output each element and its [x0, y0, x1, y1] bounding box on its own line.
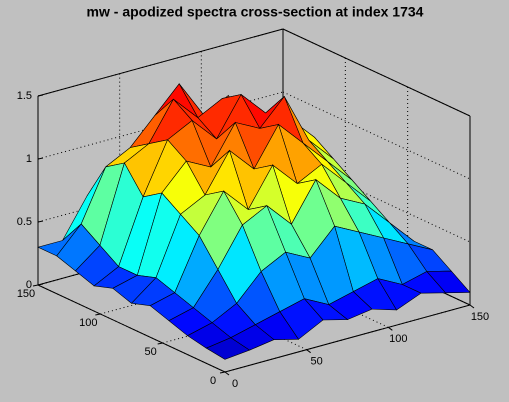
z-tick-label: 0: [26, 279, 32, 291]
x-tick: [224, 371, 230, 376]
surface-cell: [205, 337, 251, 360]
y-tick-label: 100: [79, 317, 97, 329]
z-tick: [37, 94, 44, 97]
y-tick: [157, 342, 163, 345]
x-tick: [388, 326, 393, 331]
x-tick-label: 50: [311, 356, 323, 368]
z-tick-label: 1: [26, 153, 32, 165]
y-tick-label: 150: [17, 288, 35, 300]
x-axis-line: [224, 304, 471, 373]
y-tick: [32, 284, 39, 287]
y-tick: [219, 371, 226, 374]
chart-title: mw - apodized spectra cross-section at i…: [87, 4, 424, 20]
y-tick: [95, 313, 101, 316]
x-tick-label: 0: [232, 378, 238, 390]
x-tick-label: 150: [471, 311, 489, 323]
axis-box-edge: [282, 28, 471, 117]
z-tick-label: 0.5: [17, 216, 32, 228]
y-tick-label: 50: [145, 346, 157, 358]
axis-box-edge: [37, 28, 284, 97]
x-tick-label: 100: [389, 333, 407, 345]
z-tick: [37, 220, 44, 223]
y-tick-label: 0: [210, 375, 216, 387]
z-tick: [37, 283, 44, 286]
y-axis-line: [37, 284, 226, 373]
x-tick: [469, 304, 475, 309]
x-tick: [306, 349, 311, 354]
z-tick: [37, 157, 44, 160]
z-tick-label: 1.5: [17, 90, 32, 102]
